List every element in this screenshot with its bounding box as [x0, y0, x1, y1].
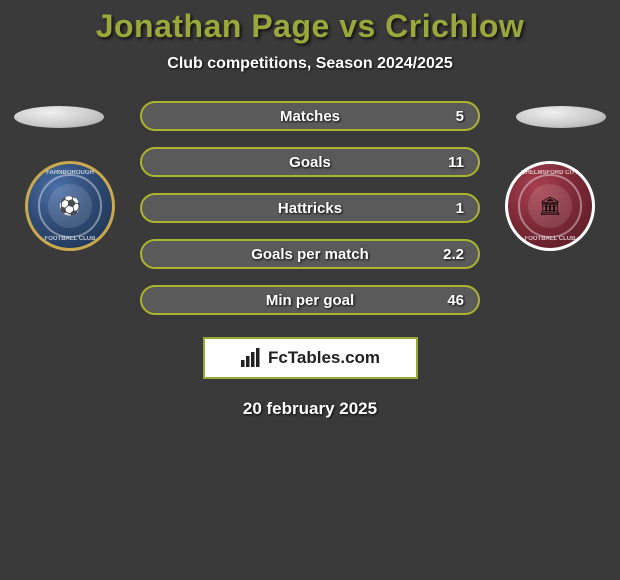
right-ellipse-decor: [516, 106, 606, 128]
badge-club-subtext: FOOTBALL CLUB: [508, 236, 592, 242]
stat-value-right: 11: [448, 154, 464, 171]
stat-label: Hattricks: [278, 200, 342, 217]
badge-inner-ring: [518, 174, 582, 238]
stat-label: Goals per match: [251, 246, 369, 263]
right-club-badge: CHELMSFORD CITY 🏛 FOOTBALL CLUB: [505, 161, 595, 251]
stat-value-right: 46: [447, 292, 464, 309]
infographic-container: Jonathan Page vs Crichlow Club competiti…: [0, 0, 620, 419]
bar-chart-icon: [240, 348, 262, 368]
page-title: Jonathan Page vs Crichlow: [0, 8, 620, 45]
stat-row-goals: Goals 11: [140, 147, 480, 177]
brand-box[interactable]: FcTables.com: [203, 337, 418, 379]
stat-value-right: 1: [456, 200, 464, 217]
stat-label: Min per goal: [266, 292, 354, 309]
stat-label: Goals: [289, 154, 331, 171]
stat-label: Matches: [280, 108, 340, 125]
badge-inner-ring: [38, 174, 102, 238]
badge-outer-ring: FARNBOROUGH ⚽ FOOTBALL CLUB: [25, 161, 115, 251]
stat-value-right: 2.2: [443, 246, 464, 263]
badge-outer-ring: CHELMSFORD CITY 🏛 FOOTBALL CLUB: [505, 161, 595, 251]
stat-value-right: 5: [456, 108, 464, 125]
left-ellipse-decor: [14, 106, 104, 128]
left-club-badge: FARNBOROUGH ⚽ FOOTBALL CLUB: [25, 161, 115, 251]
badge-club-subtext: FOOTBALL CLUB: [28, 236, 112, 242]
subtitle: Club competitions, Season 2024/2025: [0, 55, 620, 73]
date-text: 20 february 2025: [0, 399, 620, 419]
stat-row-goals-per-match: Goals per match 2.2: [140, 239, 480, 269]
stats-list: Matches 5 Goals 11 Hattricks 1 Goals per…: [140, 101, 480, 315]
main-area: FARNBOROUGH ⚽ FOOTBALL CLUB CHELMSFORD C…: [0, 101, 620, 419]
stat-row-min-per-goal: Min per goal 46: [140, 285, 480, 315]
brand-text: FcTables.com: [268, 348, 380, 368]
stat-row-matches: Matches 5: [140, 101, 480, 131]
stat-row-hattricks: Hattricks 1: [140, 193, 480, 223]
